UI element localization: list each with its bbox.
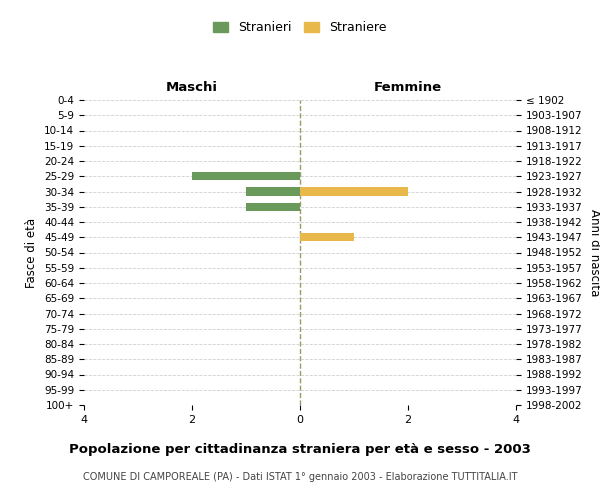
Text: Femmine: Femmine: [374, 81, 442, 94]
Bar: [300, 233, 354, 241]
Text: COMUNE DI CAMPOREALE (PA) - Dati ISTAT 1° gennaio 2003 - Elaborazione TUTTITALIA: COMUNE DI CAMPOREALE (PA) - Dati ISTAT 1…: [83, 472, 517, 482]
Bar: [300, 188, 408, 196]
Bar: [246, 188, 300, 196]
Y-axis label: Anni di nascita: Anni di nascita: [588, 209, 600, 296]
Text: Maschi: Maschi: [166, 81, 218, 94]
Bar: [246, 202, 300, 211]
Text: Popolazione per cittadinanza straniera per età e sesso - 2003: Popolazione per cittadinanza straniera p…: [69, 442, 531, 456]
Y-axis label: Fasce di età: Fasce di età: [25, 218, 38, 288]
Legend: Stranieri, Straniere: Stranieri, Straniere: [208, 16, 392, 40]
Bar: [192, 172, 300, 180]
